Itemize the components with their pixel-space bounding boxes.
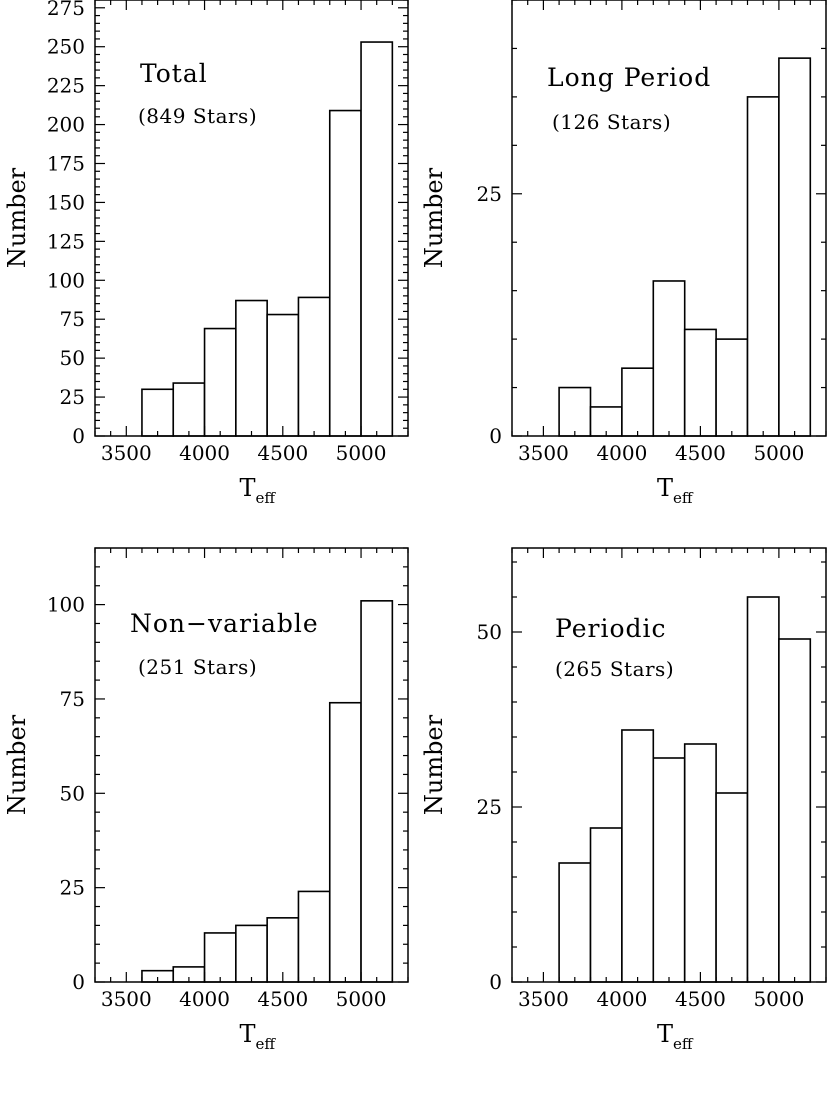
histogram-bar <box>778 638 812 983</box>
x-axis-title-main: T <box>240 474 256 502</box>
panel-star-count: (126 Stars) <box>552 110 671 134</box>
histogram-bar <box>235 299 268 437</box>
x-tick-label: 4000 <box>179 987 230 1011</box>
histogram-bar <box>778 57 812 437</box>
x-tick-label: 4500 <box>257 987 308 1011</box>
histogram-panel-1: 3500 4000 4500 5000 0 25 50 75 100 125 150 175 200 22… <box>3 0 409 507</box>
histogram-bar <box>652 280 686 437</box>
y-axis-title: Number <box>3 167 31 268</box>
y-tick-label: 25 <box>60 876 85 900</box>
panel-star-count: (251 Stars) <box>138 655 257 679</box>
histogram-bar <box>360 41 394 437</box>
panel-title: Periodic <box>555 614 667 643</box>
histogram-bar <box>141 388 175 437</box>
histogram-bar <box>297 890 331 983</box>
y-tick-label: 75 <box>60 687 85 711</box>
y-tick-label: 100 <box>47 268 85 292</box>
y-tick-label: 0 <box>72 970 85 994</box>
y-tick-label: 150 <box>47 190 85 214</box>
y-tick-label: 50 <box>60 781 85 805</box>
panel-star-count: (849 Stars) <box>138 104 257 128</box>
histogram-bar <box>172 382 206 437</box>
y-tick-label: 200 <box>47 113 85 137</box>
y-tick-label: 0 <box>489 424 502 448</box>
y-axis-title: Number <box>420 167 448 268</box>
x-tick-label: 4500 <box>257 441 308 465</box>
histogram-bar <box>235 924 268 983</box>
histogram-bar <box>589 827 623 983</box>
x-axis-title-subscript: eff <box>256 1035 277 1053</box>
histogram-bar <box>715 792 749 983</box>
x-axis-title: Teff <box>240 1020 277 1053</box>
y-tick-label: 275 <box>47 0 85 20</box>
y-tick-label: 225 <box>47 74 85 98</box>
x-tick-label: 4000 <box>179 441 230 465</box>
histogram-bar <box>328 109 362 437</box>
histogram-bar <box>652 757 686 983</box>
x-axis-title-main: T <box>240 1020 256 1048</box>
panel-title: Long Period <box>547 63 711 92</box>
y-tick-label: 0 <box>72 424 85 448</box>
x-tick-label: 5000 <box>753 987 804 1011</box>
x-axis-title: Teff <box>240 474 277 507</box>
y-tick-label: 0 <box>489 970 502 994</box>
y-tick-label: 25 <box>477 182 502 206</box>
x-axis-title-subscript: eff <box>673 489 694 507</box>
panel-star-count: (265 Stars) <box>555 657 674 681</box>
x-tick-label: 4500 <box>675 441 726 465</box>
y-tick-label: 75 <box>60 307 85 331</box>
y-axis-title: Number <box>3 714 31 815</box>
histogram-bar <box>621 367 655 437</box>
y-tick-label: 100 <box>47 593 85 617</box>
x-tick-label: 3500 <box>518 987 569 1011</box>
x-axis-title: Teff <box>657 474 694 507</box>
y-tick-label: 250 <box>47 35 85 59</box>
y-tick-label: 25 <box>477 795 502 819</box>
y-tick-label: 50 <box>60 346 85 370</box>
x-axis-title-main: T <box>657 1020 673 1048</box>
y-tick-label: 25 <box>60 385 85 409</box>
histogram-bar <box>266 313 300 437</box>
histogram-bar <box>746 596 780 983</box>
y-axis-title: Number <box>420 714 448 815</box>
y-tick-label: 50 <box>477 620 502 644</box>
histogram-bar <box>746 96 780 437</box>
x-axis-title-main: T <box>657 474 673 502</box>
histogram-bar <box>683 328 717 437</box>
histogram-bar <box>621 729 655 983</box>
panel-title: Non−variable <box>130 609 319 638</box>
x-tick-label: 5000 <box>336 441 387 465</box>
x-tick-label: 3500 <box>101 987 152 1011</box>
x-tick-label: 3500 <box>518 441 569 465</box>
x-tick-label: 4000 <box>596 987 647 1011</box>
x-tick-label: 3500 <box>101 441 152 465</box>
histogram-bar <box>715 338 749 437</box>
histogram-bar <box>683 743 717 983</box>
histogram-bar <box>297 296 331 437</box>
histogram-panel-2: 3500 4000 4500 5000 0 25 Number Teff Long Period… <box>420 0 827 507</box>
x-axis-title-subscript: eff <box>256 489 277 507</box>
histogram-bar <box>360 600 394 983</box>
x-tick-label: 5000 <box>336 987 387 1011</box>
histogram-bar <box>203 932 237 983</box>
histogram-bar <box>558 862 592 983</box>
x-axis-title-subscript: eff <box>673 1035 694 1053</box>
histogram-panel-3: 3500 4000 4500 5000 0 25 50 75 100 Number Teff Non−… <box>3 547 409 1053</box>
x-tick-label: 5000 <box>753 441 804 465</box>
x-tick-label: 4500 <box>675 987 726 1011</box>
histogram-panel-4: 3500 4000 4500 5000 0 25 50 Number Teff Periodic (… <box>420 547 827 1053</box>
x-tick-label: 4000 <box>596 441 647 465</box>
histogram-bar <box>203 327 237 437</box>
panel-title: Total <box>140 59 208 88</box>
histogram-bar <box>328 701 362 983</box>
histogram-bar <box>558 386 592 437</box>
x-axis-title: Teff <box>657 1020 694 1053</box>
y-tick-label: 175 <box>47 152 85 176</box>
y-tick-label: 125 <box>47 229 85 253</box>
